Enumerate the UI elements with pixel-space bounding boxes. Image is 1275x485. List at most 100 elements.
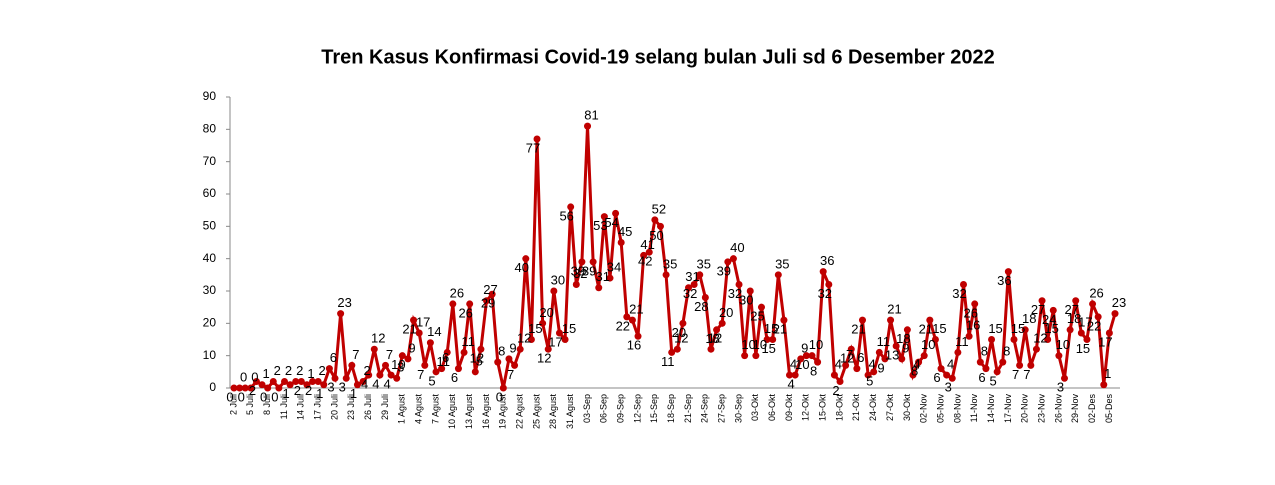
x-tick-label: 09-Sep: [616, 394, 626, 423]
point: [763, 336, 771, 343]
data-label: 27: [1064, 302, 1078, 317]
point: [931, 336, 939, 343]
point: [1083, 336, 1091, 343]
data-label: 0: [260, 389, 267, 404]
x-tick-label: 26 Juli: [363, 394, 373, 420]
x-tick-label: 17-Nov: [1003, 394, 1013, 424]
data-label: 41: [640, 237, 654, 252]
point: [449, 300, 457, 308]
data-label: 21: [887, 302, 901, 317]
data-label: 26: [963, 305, 977, 320]
data-label: 20: [672, 325, 686, 340]
data-label: 11: [661, 354, 675, 369]
point: [578, 258, 586, 266]
point: [600, 213, 608, 221]
data-label: 27: [1031, 302, 1045, 317]
data-label: 32: [683, 286, 697, 301]
point: [903, 326, 911, 334]
point: [1049, 306, 1057, 314]
point: [443, 348, 451, 356]
point: [707, 345, 715, 353]
data-label: 15: [528, 321, 542, 336]
point: [516, 345, 524, 353]
data-label: 0: [496, 389, 503, 404]
point: [679, 319, 687, 327]
point: [365, 371, 373, 379]
y-tick-label: 40: [203, 251, 217, 265]
data-label: 53: [593, 218, 607, 233]
data-label: 2: [363, 363, 370, 378]
point: [774, 271, 782, 279]
x-tick-label: 10 Agust: [447, 394, 457, 430]
data-label: 9: [509, 340, 516, 355]
data-label: 0: [251, 369, 258, 384]
x-tick-label: 24-Sep: [700, 394, 710, 423]
data-label: 13: [885, 347, 899, 362]
point: [309, 378, 317, 386]
data-label: 9: [801, 340, 808, 355]
data-label: 0: [240, 369, 247, 384]
data-label: 11: [436, 354, 450, 369]
x-tick-label: 19 Agust: [498, 394, 508, 430]
data-label: 1: [1104, 366, 1111, 381]
data-label: 21: [773, 322, 787, 337]
data-label: 23: [337, 295, 351, 310]
point: [724, 258, 732, 266]
data-label: 2: [285, 363, 292, 378]
x-tick-label: 2 Juli: [228, 394, 238, 415]
point: [948, 374, 956, 382]
data-label: 40: [515, 260, 529, 275]
data-label: 2: [249, 383, 256, 398]
data-label: 4: [384, 377, 391, 392]
data-label: 23: [1112, 295, 1126, 310]
data-label: 31: [685, 269, 699, 284]
data-label: 30: [551, 272, 565, 287]
data-label: 56: [559, 208, 573, 223]
data-label: 81: [584, 108, 598, 123]
x-tick-label: 29 Juli: [380, 394, 390, 420]
point: [746, 287, 754, 295]
data-label: 4: [913, 357, 920, 372]
data-label: 7: [846, 347, 853, 362]
x-tick-label: 1 Agust: [397, 394, 407, 425]
point: [584, 122, 592, 130]
point: [943, 371, 951, 379]
data-label: 27: [483, 282, 497, 297]
x-tick-label: 27-Sep: [717, 394, 727, 423]
x-tick-label: 23-Nov: [1036, 394, 1046, 424]
data-label: 4: [835, 357, 842, 372]
point: [572, 281, 580, 289]
data-label: 39: [571, 263, 585, 278]
point: [286, 381, 294, 389]
point: [1077, 329, 1085, 337]
x-tick-label: 11-Nov: [969, 394, 979, 423]
x-tick-label: 12-Okt: [801, 394, 811, 422]
point: [314, 378, 322, 386]
x-tick-label: 8 Juli: [262, 394, 272, 415]
x-tick-label: 09-Okt: [784, 394, 794, 422]
data-label: 4: [868, 357, 875, 372]
data-label: 20: [719, 305, 733, 320]
point: [685, 284, 693, 292]
data-label: 34: [607, 260, 621, 275]
data-label: 6: [933, 370, 940, 385]
point: [864, 371, 872, 379]
x-tick-label: 29-Nov: [1070, 394, 1080, 424]
y-tick-label: 70: [203, 154, 217, 168]
point: [1105, 329, 1113, 337]
point: [269, 378, 277, 386]
point: [460, 348, 468, 356]
data-label: 2: [296, 363, 303, 378]
data-label: 21: [629, 302, 643, 317]
data-label: 15: [988, 321, 1002, 336]
point: [786, 371, 794, 379]
point: [522, 255, 530, 263]
data-label: 9: [408, 340, 415, 355]
data-label: 22: [616, 318, 630, 333]
point: [589, 258, 597, 266]
data-label: 3: [339, 380, 346, 395]
point: [1100, 381, 1108, 389]
point: [926, 316, 934, 324]
point: [971, 300, 979, 308]
point: [488, 290, 496, 298]
